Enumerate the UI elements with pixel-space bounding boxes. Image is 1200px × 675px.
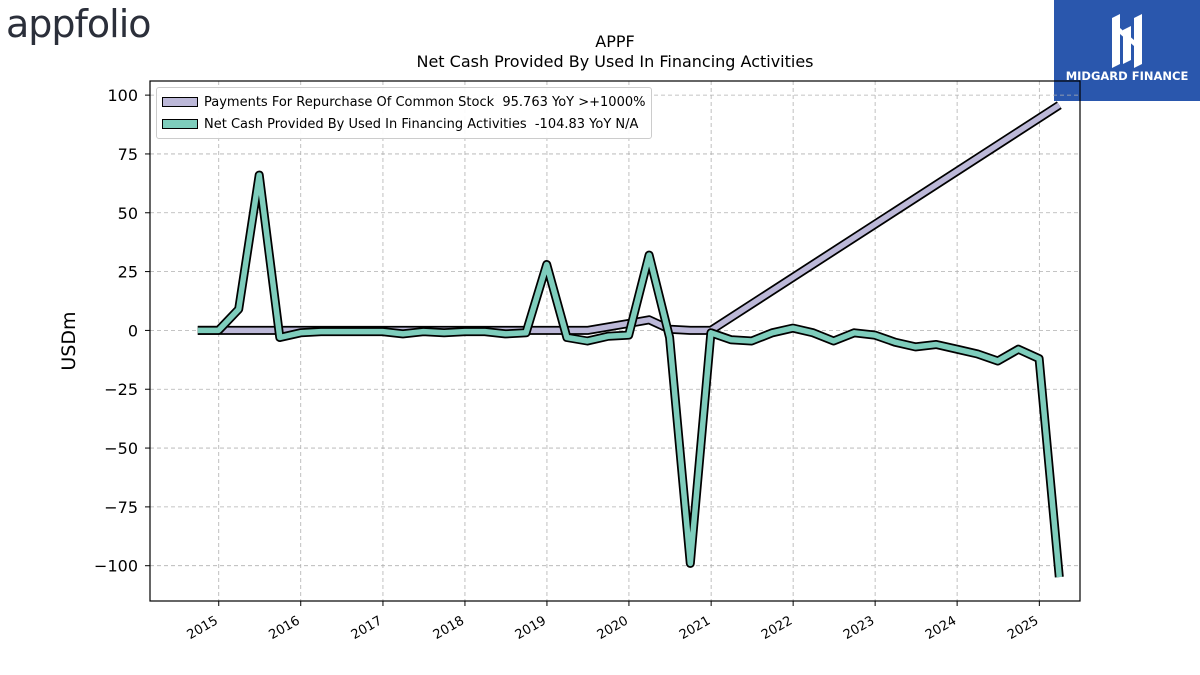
legend-swatch-financing (162, 119, 198, 129)
x-tick-label: 2017 (349, 613, 385, 643)
legend-swatch-repurchase (162, 97, 198, 107)
legend-label-repurchase: Payments For Repurchase Of Common Stock … (204, 94, 646, 110)
midgard-finance-logo: MIDGARD FINANCE (1054, 0, 1200, 101)
series-line-financing (197, 172, 1063, 578)
x-tick-label: 2025 (1005, 613, 1041, 643)
y-tick-label: −75 (104, 498, 138, 517)
legend-label-financing: Net Cash Provided By Used In Financing A… (204, 116, 639, 132)
x-tick-label: 2021 (677, 613, 713, 643)
y-tick-label: −25 (104, 380, 138, 399)
x-tick-label: 2024 (923, 613, 959, 643)
appfolio-logo: appfolio (6, 2, 152, 46)
y-axis-label: USDm (58, 311, 80, 370)
y-tick-label: 75 (118, 145, 138, 164)
x-tick-label: 2018 (431, 613, 467, 643)
midgard-logo-mark-icon (1112, 14, 1142, 68)
x-tick-label: 2015 (185, 613, 221, 643)
chart-subtitle: Net Cash Provided By Used In Financing A… (416, 52, 814, 71)
y-tick-label: 50 (118, 204, 138, 223)
y-tick-label: 0 (128, 321, 138, 340)
legend-item-financing: Net Cash Provided By Used In Financing A… (162, 113, 645, 135)
midgard-logo-text: MIDGARD FINANCE (1065, 69, 1189, 83)
y-tick-label: 100 (107, 86, 138, 105)
chart-title: APPF (595, 32, 635, 51)
legend: Payments For Repurchase Of Common Stock … (156, 87, 653, 139)
y-tick-label: −50 (104, 439, 138, 458)
x-tick-label: 2022 (759, 613, 795, 643)
y-tick-label: −100 (94, 557, 138, 576)
x-tick-label: 2019 (513, 613, 549, 643)
plot-frame (149, 80, 1081, 602)
y-tick-label: 25 (118, 263, 138, 282)
legend-item-repurchase: Payments For Repurchase Of Common Stock … (162, 91, 645, 113)
x-tick-label: 2020 (595, 613, 631, 643)
x-tick-label: 2023 (841, 613, 877, 643)
x-tick-label: 2016 (267, 613, 303, 643)
